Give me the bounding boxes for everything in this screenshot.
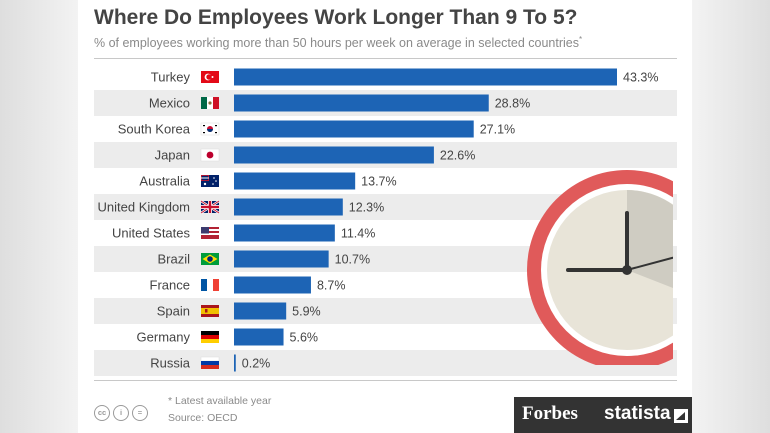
statista-mark-icon [674,409,688,423]
category-label: Germany [137,330,191,345]
subtitle-footnote-marker: * [579,35,583,44]
value-label: 27.1% [480,123,515,137]
value-label: 12.3% [349,201,384,215]
infographic-card: Where Do Employees Work Longer Than 9 To… [78,0,692,433]
bar [234,224,335,242]
australia-flag-icon [201,175,219,187]
category-label: South Korea [118,122,191,137]
statista-logo[interactable]: statista [604,403,671,424]
equals-icon[interactable]: = [132,405,148,421]
bar [234,68,617,86]
bar [234,120,474,138]
value-label: 28.8% [495,97,530,111]
value-label: 8.7% [317,279,346,293]
value-label: 0.2% [242,357,270,371]
turkey-flag-icon [201,71,219,83]
category-label: Turkey [151,70,191,85]
mexico-flag-icon [201,97,219,109]
spain-flag-icon [201,305,219,317]
clock-icon [527,170,673,365]
category-label: Brazil [157,252,190,267]
brazil-flag-icon [201,253,219,265]
by-icon[interactable]: i [113,405,129,421]
category-label: United Kingdom [98,200,191,215]
category-label: United States [112,226,191,241]
united-states-flag-icon [201,227,219,239]
value-label: 22.6% [440,149,475,163]
bar-chart: Turkey 43.3% Mexico 28.8% South Korea 27.1% Ja… [94,68,677,376]
subtitle-text: % of employees working more than 50 hour… [94,36,579,51]
chart-title: Where Do Employees Work Longer Than 9 To… [94,6,578,29]
bar [234,250,329,268]
category-label: Japan [155,148,190,163]
value-label: 11.4% [341,227,376,241]
footnote: * Latest available year [168,395,272,407]
top-divider [94,58,677,59]
value-label: 43.3% [623,71,658,85]
france-flag-icon [201,279,219,291]
south-korea-flag-icon [200,122,220,136]
bar [234,146,434,164]
category-label: Spain [157,304,190,319]
category-label: France [150,278,190,293]
category-label: Mexico [149,96,190,111]
brand-bar: Forbes statista [514,397,692,433]
source-label: Source: OECD [168,412,238,424]
chart-subtitle: % of employees working more than 50 hour… [94,35,582,50]
category-label: Russia [150,356,191,371]
value-label: 10.7% [335,253,370,267]
bar [234,198,343,216]
right-frame-shadow [692,0,770,433]
bar [234,328,284,346]
category-label: Australia [139,174,190,189]
germany-flag-icon [201,331,219,343]
cc-icon[interactable]: cc [94,405,110,421]
bar [234,94,489,112]
license-icons: cc i = [94,405,148,421]
left-frame-shadow [0,0,78,433]
value-label: 13.7% [361,175,396,189]
bar [234,354,236,372]
value-label: 5.6% [290,331,319,345]
bar [234,276,311,294]
united-kingdom-flag-icon [200,200,220,214]
clock-center [622,265,632,275]
japan-flag-icon [200,148,220,162]
value-label: 5.9% [292,305,321,319]
bar [234,172,356,190]
forbes-logo[interactable]: Forbes [522,403,578,424]
clock-shade [627,190,673,289]
bottom-divider [94,380,677,381]
clock-second-hand [626,256,673,271]
russia-flag-icon [200,356,220,369]
bar [234,302,287,320]
footer: cc i = * Latest available year Source: O… [94,393,692,433]
